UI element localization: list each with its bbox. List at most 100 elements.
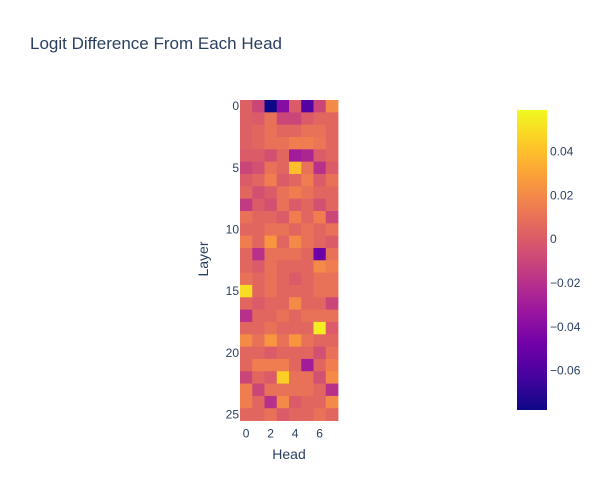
heatmap-cell [252, 247, 265, 261]
colorbar-tick-label: 0 [550, 232, 557, 246]
heatmap-cell [264, 235, 278, 249]
heatmap-cell [301, 321, 314, 335]
heatmap-cell [252, 309, 265, 323]
heatmap-cell [240, 161, 253, 175]
heatmap-cell [313, 173, 327, 187]
heatmap-cell [289, 260, 302, 274]
y-axis-label: Layer [195, 241, 211, 276]
heatmap-cell [276, 112, 290, 126]
heatmap-cell [313, 210, 327, 224]
heatmap-cell [301, 136, 314, 150]
colorbar-tick-labels: 0.04 0.02 0 −0.02 −0.04 −0.06 [550, 145, 581, 378]
heatmap-cell [252, 112, 265, 126]
heatmap-cell [289, 272, 302, 286]
heatmap-cell [325, 235, 339, 249]
heatmap-cell [264, 223, 278, 237]
heatmap-cell [264, 161, 278, 175]
heatmap-cell [325, 198, 339, 212]
heatmap-cell [240, 284, 253, 298]
x-axis-label: Head [272, 446, 305, 462]
heatmap-cell [240, 309, 253, 323]
heatmap-cell [301, 284, 314, 298]
heatmap-cell [289, 223, 302, 237]
heatmap-cell [313, 284, 327, 298]
heatmap-cell [289, 284, 302, 298]
heatmap-cell [313, 100, 327, 113]
y-tick-label: 0 [232, 99, 239, 113]
heatmap-cell [325, 408, 339, 421]
heatmap-cell [325, 124, 339, 138]
heatmap-cell [325, 321, 339, 335]
heatmap-cell [289, 112, 302, 126]
heatmap-cell [240, 321, 253, 335]
heatmap-cell [313, 297, 327, 311]
heatmap-cell [252, 149, 265, 163]
heatmap-cell [252, 297, 265, 311]
heatmap-cell [240, 235, 253, 249]
heatmap-cell [313, 408, 327, 421]
heatmap-cell [301, 223, 314, 237]
heatmap-cell [240, 346, 253, 360]
heatmap-cell [240, 223, 253, 237]
heatmap-cell [240, 334, 253, 347]
heatmap-cell [264, 247, 278, 261]
heatmap-cell [276, 149, 290, 163]
heatmap-cell [276, 334, 290, 347]
heatmap-cell [301, 383, 314, 397]
heatmap-cell [301, 198, 314, 212]
heatmap-cell [264, 124, 278, 138]
heatmap-cell [325, 260, 339, 274]
heatmap-cell [276, 309, 290, 323]
y-tick-label: 5 [232, 161, 239, 175]
heatmap-cell [313, 260, 327, 274]
heatmap-cell [264, 309, 278, 323]
heatmap-cell [325, 358, 339, 372]
heatmap-cell [289, 309, 302, 323]
heatmap-cell [240, 198, 253, 212]
heatmap-cell [301, 334, 314, 347]
heatmap-cell [301, 235, 314, 249]
heatmap-cell [252, 100, 265, 113]
heatmap-cell [301, 297, 314, 311]
x-tick-labels: 0 2 4 6 [243, 427, 324, 441]
heatmap-cell [301, 186, 314, 200]
heatmap-cell [264, 395, 278, 409]
heatmap-cell [276, 395, 290, 409]
heatmap-cell [289, 100, 302, 113]
heatmap-cell [264, 321, 278, 335]
heatmap-cell [264, 136, 278, 150]
heatmap-cell [313, 112, 327, 126]
heatmap-cell [301, 100, 314, 113]
heatmap-cell [276, 223, 290, 237]
heatmap-cells [240, 100, 339, 421]
heatmap-cell [276, 136, 290, 150]
heatmap-cell [289, 383, 302, 397]
heatmap-cell [325, 136, 339, 150]
heatmap-cell [276, 272, 290, 286]
heatmap-cell [252, 383, 265, 397]
heatmap-cell [289, 149, 302, 163]
heatmap-cell [252, 371, 265, 384]
heatmap-cell [264, 358, 278, 372]
heatmap-cell [276, 210, 290, 224]
heatmap-cell [313, 124, 327, 138]
heatmap-cell [264, 383, 278, 397]
heatmap-cell [276, 284, 290, 298]
heatmap-cell [289, 235, 302, 249]
heatmap-cell [276, 346, 290, 360]
heatmap-cell [325, 297, 339, 311]
heatmap-cell [276, 186, 290, 200]
heatmap-cell [325, 272, 339, 286]
colorbar-tick-label: −0.06 [550, 364, 581, 378]
chart-title: Logit Difference From Each Head [30, 34, 282, 53]
heatmap-cell [313, 272, 327, 286]
heatmap-cell [289, 186, 302, 200]
heatmap-cell [301, 395, 314, 409]
heatmap-cell [325, 284, 339, 298]
heatmap-cell [325, 346, 339, 360]
heatmap-cell [252, 124, 265, 138]
heatmap-cell [325, 149, 339, 163]
heatmap-cell [276, 297, 290, 311]
heatmap-cell [264, 408, 278, 421]
heatmap-cell [240, 136, 253, 150]
